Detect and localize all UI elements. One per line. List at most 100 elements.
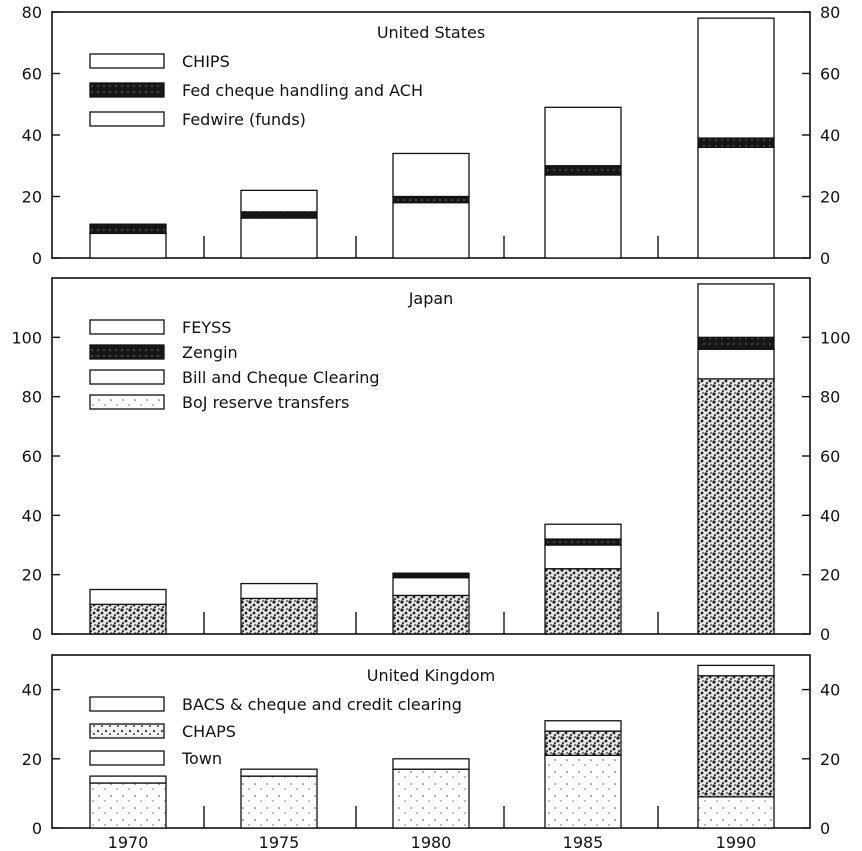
y-tick-label-left: 40 — [22, 506, 42, 525]
y-tick-label-right: 40 — [820, 506, 840, 525]
bar-zengin-1980 — [392, 572, 470, 579]
legend-label: BACS & cheque and credit clearing — [182, 695, 462, 714]
bar-fed-cheque-handling-and-ach-1990 — [697, 137, 775, 148]
legend-swatch — [89, 319, 165, 335]
bar-feyss-1985 — [544, 523, 622, 540]
bar-boj-reserve-transfers-1970 — [89, 603, 167, 635]
bar-town-1975 — [240, 775, 318, 829]
panel-united-kingdom: 0 0 20 20 40 40 United Kingdom BACS & cheque an… — [22, 654, 840, 838]
y-tick-label-left: 40 — [22, 681, 42, 700]
panel-title: United States — [377, 23, 485, 42]
bar-boj-reserve-transfers-1975 — [240, 597, 318, 635]
x-axis-labels: 1970 1975 1980 1985 1990 — [108, 833, 757, 851]
bar-chips-1980 — [392, 152, 470, 198]
bar-boj-reserve-transfers-1985 — [544, 568, 622, 635]
bar-fed-cheque-handling-and-ach-1985 — [544, 165, 622, 176]
legend-label: CHIPS — [182, 52, 230, 71]
legend-label: Fed cheque handling and ACH — [182, 81, 423, 100]
legend-item-chaps: CHAPS — [89, 722, 236, 741]
legend-label: FEYSS — [182, 318, 231, 337]
y-tick-label-left: 20 — [22, 750, 42, 769]
bar-bacs-cheque-and-credit-clearing-1985 — [544, 720, 622, 732]
bar-fed-cheque-handling-and-ach-1975 — [240, 211, 318, 219]
y-tick-label-right: 80 — [820, 3, 840, 22]
legend-swatch — [89, 394, 165, 410]
bar-boj-reserve-transfers-1990 — [697, 378, 775, 635]
bar-bacs-cheque-and-credit-clearing-1970 — [89, 775, 167, 784]
bar-bill-and-cheque-clearing-1970 — [89, 588, 167, 605]
legend-item-town: Town — [89, 749, 222, 768]
bar-zengin-1985 — [544, 538, 622, 546]
bar-bill-and-cheque-clearing-1980 — [392, 576, 470, 597]
chart-panels: 0 0 20 20 40 40 60 60 80 80 United States CHIPS Fed … — [11, 3, 850, 851]
bar-bacs-cheque-and-credit-clearing-1980 — [392, 758, 470, 770]
bar-bacs-cheque-and-credit-clearing-1990 — [697, 664, 775, 677]
bar-fedwire-funds-1990 — [697, 146, 775, 259]
y-tick-label-right: 0 — [820, 819, 830, 838]
bar-chips-1975 — [240, 189, 318, 213]
bar-fedwire-funds-1985 — [544, 174, 622, 259]
bar-town-1985 — [544, 754, 622, 829]
y-tick-label-left: 20 — [22, 188, 42, 207]
legend-item-chips: CHIPS — [89, 52, 230, 71]
y-tick-label-left: 0 — [32, 819, 42, 838]
legend-label: Zengin — [182, 343, 238, 362]
legend-swatch — [89, 82, 165, 98]
x-tick-label: 1975 — [259, 833, 300, 851]
legend-label: CHAPS — [182, 722, 236, 741]
legend-item-bill-and-cheque-clearing: Bill and Cheque Clearing — [89, 368, 380, 387]
bar-zengin-1990 — [697, 336, 775, 350]
legend-label: BoJ reserve transfers — [182, 393, 349, 412]
y-tick-label-left: 80 — [22, 3, 42, 22]
x-tick-label: 1970 — [108, 833, 149, 851]
bar-town-1970 — [89, 782, 167, 829]
bar-chips-1990 — [697, 17, 775, 139]
y-tick-label-left: 40 — [22, 126, 42, 145]
y-tick-label-left: 100 — [11, 328, 42, 347]
y-tick-label-left: 80 — [22, 388, 42, 407]
y-tick-label-right: 100 — [820, 328, 851, 347]
legend-swatch — [89, 53, 165, 69]
legend-item-zengin: Zengin — [89, 343, 238, 362]
y-tick-label-left: 60 — [22, 65, 42, 84]
y-tick-label-right: 20 — [820, 566, 840, 585]
panel-title: United Kingdom — [367, 666, 495, 685]
y-tick-label-left: 0 — [32, 249, 42, 268]
legend-label: Town — [181, 749, 222, 768]
legend-swatch — [89, 344, 165, 360]
panel-japan: 0 0 20 20 40 40 60 60 80 80 100 100 Japan FEYSS Zengin… — [11, 277, 851, 644]
y-tick-label-right: 40 — [820, 681, 840, 700]
legend-item-boj-reserve-transfers: BoJ reserve transfers — [89, 393, 349, 412]
y-tick-label-left: 60 — [22, 447, 42, 466]
y-tick-label-left: 20 — [22, 566, 42, 585]
y-tick-label-right: 0 — [820, 625, 830, 644]
y-tick-label-right: 80 — [820, 388, 840, 407]
bar-bacs-cheque-and-credit-clearing-1975 — [240, 768, 318, 777]
legend-item-fed-cheque-handling-and-ach: Fed cheque handling and ACH — [89, 81, 423, 100]
x-tick-label: 1990 — [716, 833, 757, 851]
bar-fedwire-funds-1975 — [240, 217, 318, 259]
bar-bill-and-cheque-clearing-1990 — [697, 348, 775, 380]
legend-item-fedwire-funds: Fedwire (funds) — [89, 110, 306, 129]
legend-swatch — [89, 369, 165, 385]
y-tick-label-right: 60 — [820, 447, 840, 466]
bar-fed-cheque-handling-and-ach-1980 — [392, 195, 470, 204]
bar-bill-and-cheque-clearing-1985 — [544, 544, 622, 570]
x-tick-label: 1980 — [411, 833, 452, 851]
bar-fedwire-funds-1980 — [392, 201, 470, 259]
legend-item-feyss: FEYSS — [89, 318, 231, 337]
bar-fed-cheque-handling-and-ach-1970 — [89, 223, 167, 235]
panel-united-states: 0 0 20 20 40 40 60 60 80 80 United States CHIPS Fed … — [22, 3, 841, 268]
bar-town-1990 — [697, 796, 775, 829]
bar-fedwire-funds-1970 — [89, 232, 167, 259]
bar-bill-and-cheque-clearing-1975 — [240, 582, 318, 600]
panel-title: Japan — [408, 289, 454, 308]
y-tick-label-right: 20 — [820, 188, 840, 207]
legend-swatch — [89, 723, 165, 739]
legend-label: Fedwire (funds) — [182, 110, 306, 129]
bar-chips-1985 — [544, 106, 622, 167]
y-tick-label-right: 20 — [820, 750, 840, 769]
legend-swatch — [89, 696, 165, 712]
x-tick-label: 1985 — [563, 833, 604, 851]
